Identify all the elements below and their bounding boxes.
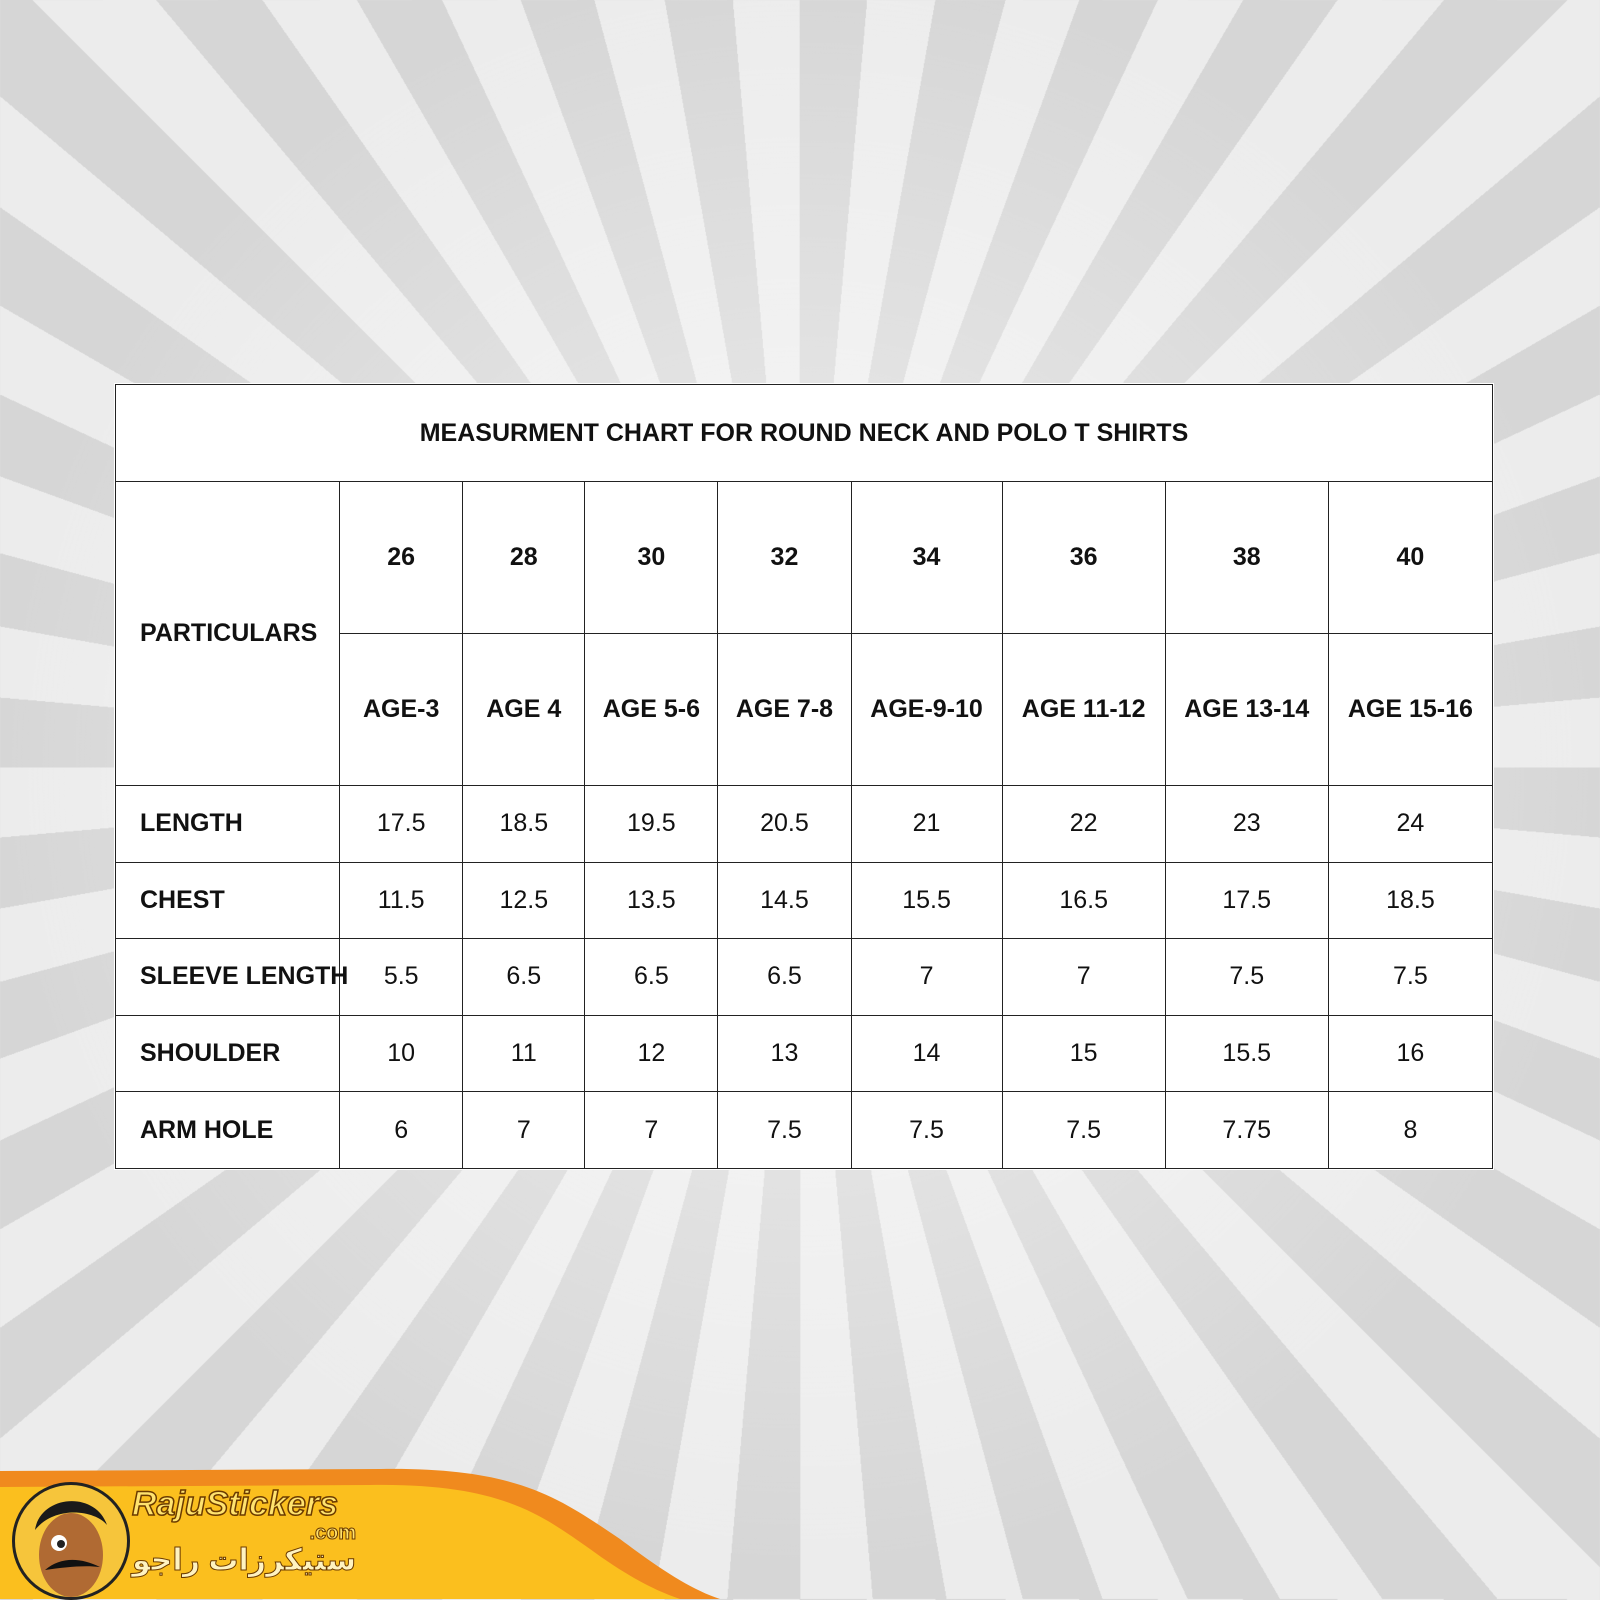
measurement-cell: 7.5 — [1327, 938, 1494, 1016]
measurement-cell: 21 — [850, 784, 1003, 863]
size-header: 28 — [462, 481, 586, 634]
measurement-cell: 14.5 — [717, 861, 852, 940]
age-header: AGE-3 — [339, 632, 464, 786]
measurement-cell: 11 — [462, 1014, 586, 1093]
measurement-cell: 16.5 — [1001, 861, 1166, 940]
age-header: AGE 5-6 — [584, 632, 719, 786]
measurement-cell: 7.75 — [1164, 1091, 1329, 1169]
size-header: 32 — [717, 481, 852, 634]
measurement-cell: 6.5 — [584, 938, 719, 1016]
age-header: AGE 15-16 — [1327, 632, 1494, 786]
brand-arabic-name: ستيكرزات راجو — [131, 1544, 357, 1578]
size-header: 38 — [1164, 481, 1329, 634]
measurement-cell: 11.5 — [339, 861, 464, 940]
row-label: LENGTH — [114, 784, 341, 863]
brand-domain: .com — [309, 1522, 357, 1545]
chart-title: MEASURMENT CHART FOR ROUND NECK AND POLO… — [115, 384, 1493, 482]
measurement-cell: 15.5 — [1164, 1014, 1329, 1093]
measurement-cell: 24 — [1327, 784, 1494, 863]
measurement-cell: 7 — [584, 1091, 719, 1169]
size-header: 30 — [584, 481, 719, 634]
brand-logo-text: RajuStickers .com ستيكرزات راجو — [131, 1485, 357, 1578]
size-header: 36 — [1001, 481, 1166, 634]
table-row: CHEST 11.5 12.5 13.5 14.5 15.5 16.5 17.5 18.5 — [114, 861, 1494, 940]
age-header: AGE-9-10 — [850, 632, 1003, 786]
measurement-cell: 10 — [339, 1014, 464, 1093]
measurement-cell: 7 — [462, 1091, 586, 1169]
row-label: CHEST — [114, 861, 341, 940]
footer-banner — [0, 1468, 720, 1599]
measurement-cell: 7 — [850, 938, 1003, 1016]
row-label: SLEEVE LENGTH — [114, 938, 348, 1016]
measurement-cell: 19.5 — [584, 784, 719, 863]
banner-yellow-fill — [0, 1484, 680, 1599]
measurement-chart: MEASURMENT CHART FOR ROUND NECK AND POLO… — [114, 383, 1494, 1170]
measurement-cell: 6.5 — [462, 938, 586, 1016]
measurement-cell: 8 — [1327, 1091, 1494, 1169]
measurement-cell: 18.5 — [462, 784, 586, 863]
size-header: 40 — [1327, 481, 1494, 634]
measurement-cell: 6 — [339, 1091, 464, 1169]
measurement-cell: 5.5 — [339, 938, 464, 1016]
measurement-cell: 16 — [1327, 1014, 1494, 1093]
measurement-cell: 7.5 — [1001, 1091, 1166, 1169]
measurement-table: MEASURMENT CHART FOR ROUND NECK AND POLO… — [114, 384, 1494, 1169]
size-header: 34 — [850, 481, 1003, 634]
measurement-cell: 23 — [1164, 784, 1329, 863]
measurement-cell: 15 — [1001, 1014, 1166, 1093]
measurement-cell: 7.5 — [850, 1091, 1003, 1169]
measurement-cell: 14 — [850, 1014, 1003, 1093]
age-header: AGE 4 — [462, 632, 586, 786]
measurement-cell: 7 — [1001, 938, 1166, 1016]
size-header: 26 — [339, 481, 464, 634]
row-label: SHOULDER — [114, 1014, 341, 1093]
measurement-cell: 18.5 — [1327, 861, 1494, 940]
measurement-cell: 17.5 — [1164, 861, 1329, 940]
age-header: AGE 7-8 — [717, 632, 852, 786]
measurement-cell: 17.5 — [339, 784, 464, 863]
measurement-cell: 12 — [584, 1014, 719, 1093]
particulars-header: PARTICULARS — [114, 481, 341, 786]
measurement-cell: 13.5 — [584, 861, 719, 940]
age-header: AGE 13-14 — [1164, 632, 1329, 786]
table-row: SLEEVE LENGTH 5.5 6.5 6.5 6.5 7 7 7.5 7.5 — [114, 938, 1494, 1016]
measurement-cell: 7.5 — [717, 1091, 852, 1169]
age-header: AGE 11-12 — [1001, 632, 1166, 786]
brand-name: RajuStickers — [131, 1485, 339, 1523]
measurement-cell: 20.5 — [717, 784, 852, 863]
measurement-cell: 15.5 — [850, 861, 1003, 940]
table-row: LENGTH 17.5 18.5 19.5 20.5 21 22 23 24 — [114, 784, 1494, 863]
table-row: ARM HOLE 6 7 7 7.5 7.5 7.5 7.75 8 — [114, 1091, 1494, 1169]
measurement-cell: 13 — [717, 1014, 852, 1093]
row-label: ARM HOLE — [114, 1091, 341, 1169]
mascot-logo-icon — [12, 1482, 130, 1600]
measurement-cell: 6.5 — [717, 938, 852, 1016]
measurement-cell: 22 — [1001, 784, 1166, 863]
measurement-cell: 12.5 — [462, 861, 586, 940]
measurement-cell: 7.5 — [1164, 938, 1329, 1016]
table-row: SHOULDER 10 11 12 13 14 15 15.5 16 — [114, 1014, 1494, 1093]
